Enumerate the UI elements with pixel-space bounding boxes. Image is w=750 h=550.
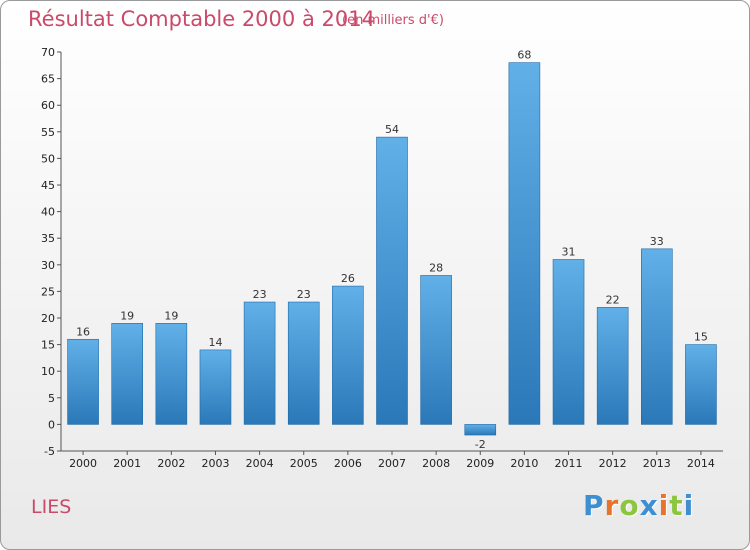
y-tick-label: -5 <box>44 445 55 458</box>
bar <box>67 338 99 425</box>
bar <box>508 62 541 425</box>
x-tick-label: 2005 <box>290 457 318 470</box>
bar <box>552 259 585 425</box>
data-labels: 16 19 19 14 23 23 26 54 28 -2 68 31 22 33 15 <box>76 49 708 451</box>
x-tick-label: 2008 <box>422 457 450 470</box>
y-tick-label: 70 <box>41 46 55 59</box>
bars <box>67 62 717 436</box>
y-tick-label: 15 <box>41 339 55 352</box>
x-tick-label: 2009 <box>466 457 494 470</box>
data-label: 33 <box>650 235 664 248</box>
x-tick-label: 2006 <box>334 457 362 470</box>
data-label: 19 <box>120 309 134 322</box>
bar <box>287 301 320 425</box>
bar <box>111 323 143 425</box>
bar <box>155 323 188 425</box>
bar <box>199 349 232 425</box>
data-label: 28 <box>429 261 443 274</box>
x-tick-label: 2000 <box>69 457 97 470</box>
logo-letter: r <box>604 489 620 522</box>
data-label: 23 <box>253 288 267 301</box>
logo-letter: i <box>683 489 695 522</box>
data-label: 68 <box>517 49 531 62</box>
x-tick-label: 2001 <box>113 457 141 470</box>
data-label: 26 <box>341 272 355 285</box>
y-tick-label: 30 <box>41 259 55 272</box>
axes: -5 0 5 10 15 20 25 30 35 40 45 50 55 60 65 70 2000 2001 20… <box>41 46 723 470</box>
bar <box>685 344 717 425</box>
x-tick-label: 2003 <box>201 457 229 470</box>
data-label: 22 <box>606 293 620 306</box>
chart-subtitle: (en milliers d'€) <box>342 13 444 28</box>
bar <box>420 275 452 425</box>
x-tick-label: 2010 <box>510 457 538 470</box>
x-tick-label: 2014 <box>687 457 715 470</box>
y-tick-label: 65 <box>41 73 55 86</box>
x-tick-label: 2007 <box>378 457 406 470</box>
data-label: 23 <box>297 288 311 301</box>
bar <box>640 248 673 425</box>
y-tick-label: 5 <box>48 392 55 405</box>
chart-title: Résultat Comptable 2000 à 2014 <box>28 7 375 31</box>
y-tick-label: 10 <box>41 365 55 378</box>
y-tick-label: 55 <box>41 126 55 139</box>
data-label: 14 <box>208 336 222 349</box>
y-tick-label: 0 <box>48 418 55 431</box>
y-tick-label: 25 <box>41 285 55 298</box>
y-tick-label: 20 <box>41 312 55 325</box>
data-label: -2 <box>475 438 486 451</box>
x-tick-label: 2004 <box>246 457 274 470</box>
bar <box>376 136 408 425</box>
logo-letter: P <box>583 489 605 522</box>
logo-letter: i <box>658 489 670 522</box>
data-label: 19 <box>164 309 178 322</box>
data-label: 16 <box>76 325 90 338</box>
y-tick-label: 40 <box>41 206 55 219</box>
data-label: 15 <box>694 331 708 344</box>
bar <box>243 301 276 425</box>
data-label: 54 <box>385 123 399 136</box>
y-tick-label: 35 <box>41 232 55 245</box>
data-label: 31 <box>562 245 576 258</box>
y-tick-label: 60 <box>41 99 55 112</box>
bar <box>596 307 629 425</box>
x-tick-label: 2012 <box>599 457 627 470</box>
x-tick-label: 2011 <box>555 457 583 470</box>
logo-letter: x <box>639 489 659 522</box>
proxiti-logo[interactable]: Proxiti <box>583 489 694 522</box>
bar <box>464 424 497 436</box>
x-tick-label: 2002 <box>157 457 185 470</box>
x-tick-label: 2013 <box>643 457 671 470</box>
bar <box>332 285 364 425</box>
logo-letter: o <box>619 489 640 522</box>
y-tick-label: 45 <box>41 179 55 192</box>
logo-letter: t <box>669 489 684 522</box>
place-name: LIES <box>31 496 72 518</box>
y-tick-label: 50 <box>41 152 55 165</box>
